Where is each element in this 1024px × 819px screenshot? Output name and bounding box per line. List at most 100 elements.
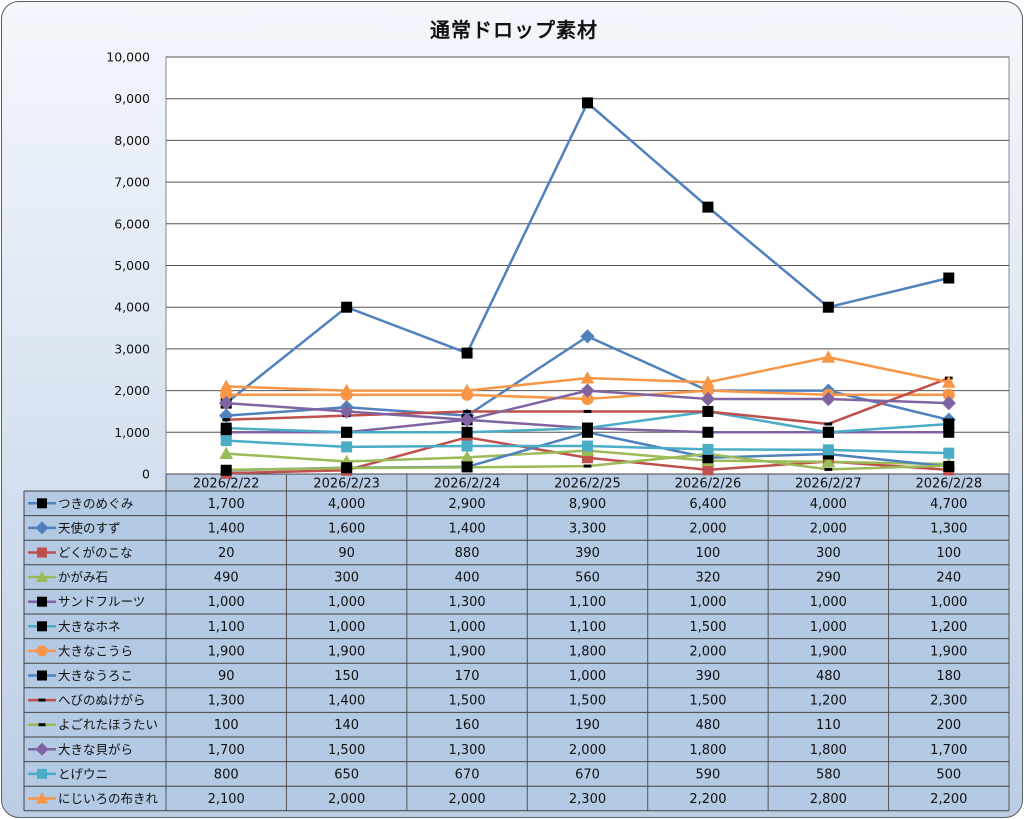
data-point (821, 455, 836, 468)
chart-title: 通常ドロップ素材 (430, 18, 598, 42)
table-row: 大きなうろこ 90 150 170 1,000 390 480 180 (28, 668, 961, 684)
data-cell: 320 (696, 571, 721, 586)
data-cell: 1,400 (208, 521, 245, 536)
data-point (582, 440, 593, 452)
data-point (822, 301, 834, 313)
data-cell: 2,900 (448, 497, 485, 512)
data-point (941, 395, 956, 411)
y-tick-label: 10,000 (106, 50, 150, 65)
data-point (704, 409, 712, 413)
data-point (701, 375, 715, 388)
table-row: 天使のすず 1,400 1,600 1,400 3,300 2,000 2,000 1,300 (28, 520, 967, 536)
data-cell: 150 (334, 669, 359, 684)
data-cell: 1,800 (810, 743, 847, 758)
y-tick-label: 0 (142, 467, 150, 482)
data-point (702, 464, 714, 476)
table-row: つきのめぐみ 1,700 4,000 2,900 8,900 6,400 4,000 4,70… (28, 496, 967, 512)
data-cell: 590 (696, 767, 721, 782)
legend-key-marker (38, 723, 46, 727)
table-row: にじいろの布きれ 2,100 2,000 2,000 2,300 2,200 2,800 2,… (28, 791, 967, 807)
data-cell: 490 (214, 571, 239, 586)
series-markers-12 (219, 350, 956, 397)
data-point (219, 395, 234, 411)
series-name: にじいろの布きれ (58, 791, 159, 806)
data-cell: 1,500 (569, 694, 606, 709)
data-cell: 800 (214, 767, 239, 782)
data-point (342, 466, 351, 470)
table-row: サンドフルーツ 1,000 1,000 1,300 1,100 1,000 1,000 1,0… (28, 594, 967, 610)
data-cell: 6,400 (689, 497, 726, 512)
data-cell: 1,300 (930, 521, 967, 536)
data-point (943, 272, 955, 284)
data-point (341, 301, 353, 313)
data-point (583, 464, 592, 468)
data-point (219, 446, 234, 460)
data-cell: 100 (936, 546, 961, 561)
data-point (460, 450, 474, 463)
legend-key-marker (37, 670, 47, 681)
series-name: サンドフルーツ (58, 594, 145, 609)
data-cell: 1,800 (689, 743, 726, 758)
data-cell: 300 (334, 571, 359, 586)
data-point (461, 426, 473, 438)
table-row: へびのぬけがら 1,300 1,400 1,500 1,500 1,500 1,200 2,3… (28, 693, 967, 709)
data-cell: 560 (575, 571, 600, 586)
data-cell: 20 (218, 546, 235, 561)
x-category-label: 2026/2/25 (554, 477, 621, 492)
data-cell: 170 (455, 669, 480, 684)
data-cell: 100 (696, 546, 721, 561)
series-name: 大きな貝がら (58, 742, 133, 757)
data-point (220, 435, 232, 447)
data-point (580, 383, 595, 398)
legend-key-marker (36, 645, 48, 657)
data-point (219, 379, 234, 392)
data-cell: 300 (816, 546, 841, 561)
legend-key-marker (37, 621, 47, 632)
series-name: 大きなうろこ (58, 668, 133, 683)
data-cell: 1,100 (569, 620, 606, 635)
data-table: 2026/2/22 2026/2/23 2026/2/24 2026/2/25 2026… (23, 473, 1010, 812)
y-tick-label: 4,000 (114, 300, 150, 315)
legend-key-marker (37, 596, 47, 607)
series-name: かがみ石 (58, 570, 108, 585)
data-point (822, 426, 834, 438)
gridlines (166, 56, 1009, 433)
data-cell: 1,000 (810, 595, 847, 610)
data-cell: 1,000 (810, 620, 847, 635)
data-point (944, 464, 953, 468)
series-name: 天使のすず (58, 520, 121, 535)
series-name: へびのぬけがら (58, 693, 146, 708)
data-cell: 1,400 (328, 694, 365, 709)
table-row: 大きなこうら 1,900 1,900 1,900 1,800 2,000 1,900 1,90… (28, 643, 967, 659)
y-tick-label: 6,000 (114, 216, 150, 231)
data-point (219, 408, 234, 423)
data-point (821, 391, 836, 407)
data-cell: 1,800 (569, 644, 606, 659)
table-row: どくがのこな 20 90 880 390 100 300 100 (28, 545, 961, 561)
data-cell: 8,900 (569, 497, 606, 512)
data-point (702, 201, 714, 213)
y-tick-label: 3,000 (114, 341, 150, 356)
data-cell: 390 (696, 669, 721, 684)
data-point (220, 422, 232, 434)
data-point (821, 350, 836, 363)
data-point (341, 441, 353, 453)
data-point (460, 383, 474, 397)
data-cell: 240 (936, 571, 961, 586)
data-point (941, 375, 956, 388)
data-cell: 2,100 (208, 792, 245, 807)
data-point (702, 452, 714, 464)
data-cell: 1,000 (328, 595, 365, 610)
data-point (943, 426, 955, 438)
series-markers-11 (220, 435, 955, 459)
data-point (702, 443, 714, 455)
data-cell: 2,800 (810, 792, 847, 807)
y-tick-label: 7,000 (114, 175, 150, 190)
data-point (580, 371, 595, 384)
data-cell: 2,000 (689, 521, 726, 536)
data-cell: 650 (334, 767, 359, 782)
data-cell: 200 (936, 718, 961, 733)
data-cell: 1,000 (930, 595, 967, 610)
